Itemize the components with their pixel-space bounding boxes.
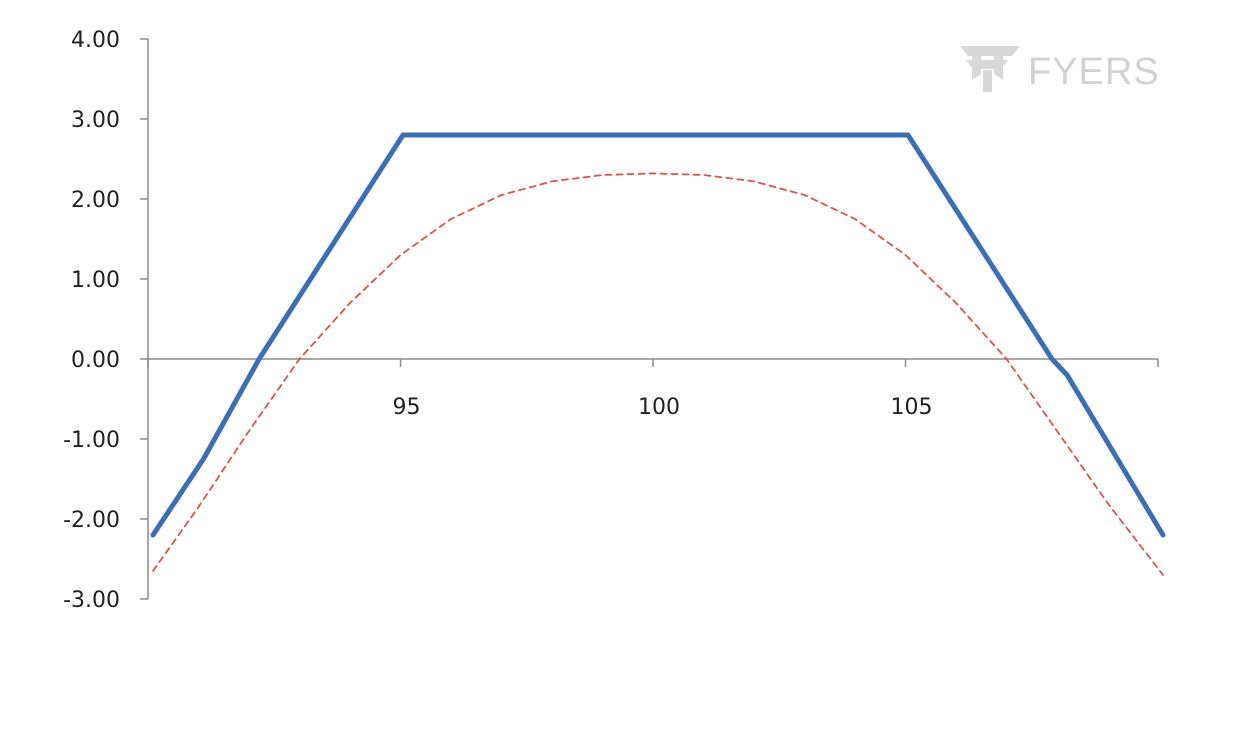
watermark-text: FYERS bbox=[1028, 51, 1160, 93]
x-tick-label: 95 bbox=[393, 395, 421, 420]
fyers-watermark: FYERS bbox=[960, 46, 1160, 93]
y-tick-label: 1.00 bbox=[71, 268, 120, 293]
y-tick-label: 2.00 bbox=[71, 188, 120, 213]
y-tick-label: 3.00 bbox=[71, 108, 120, 133]
chart-series bbox=[150, 132, 1166, 576]
y-tick-label: 4.00 bbox=[71, 28, 120, 53]
series-line-solid bbox=[150, 132, 1166, 538]
chart-axes bbox=[140, 38, 1159, 600]
y-axis-labels: 4.00 3.00 2.00 1.00 0.00 -1.00 -2.00 -3.00 bbox=[63, 28, 120, 613]
x-tick-label: 105 bbox=[891, 395, 933, 420]
y-tick-label: -2.00 bbox=[63, 508, 120, 533]
y-tick-label: -1.00 bbox=[63, 428, 120, 453]
fyers-logo-icon bbox=[960, 46, 1020, 92]
x-tick-label: 100 bbox=[638, 395, 680, 420]
x-axis-labels: 95 100 105 bbox=[393, 395, 933, 420]
y-tick-label: -3.00 bbox=[63, 588, 120, 613]
y-tick-label: 0.00 bbox=[71, 348, 120, 373]
series-line-dashed bbox=[152, 172, 1164, 576]
